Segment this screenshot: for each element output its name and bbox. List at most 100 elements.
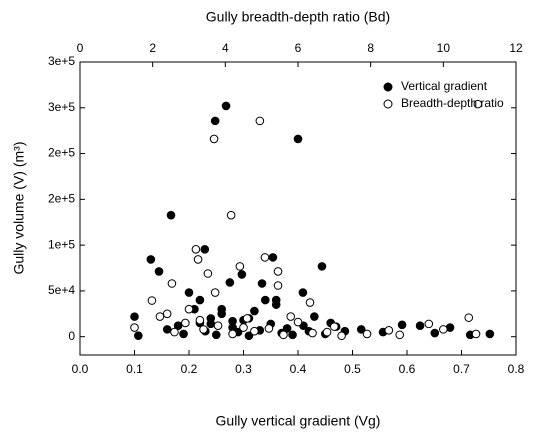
x2-tick-label: 12: [509, 41, 523, 55]
legend-marker: [383, 82, 393, 92]
point: [221, 101, 231, 111]
point: [228, 316, 237, 326]
point: [439, 325, 448, 334]
point: [330, 322, 339, 331]
point: [424, 319, 434, 329]
point: [257, 279, 267, 288]
x-tick-label: 0.2: [181, 362, 198, 376]
top-axis-title: Gully breadth-depth ratio (Bd): [206, 9, 390, 25]
point: [384, 325, 394, 335]
y-tick-label: 1e+5: [48, 237, 75, 251]
x-tick-label: 0.4: [290, 362, 307, 376]
point: [261, 295, 270, 305]
point: [244, 331, 254, 341]
point: [268, 253, 278, 262]
point: [193, 255, 203, 264]
point: [181, 318, 190, 328]
point: [305, 298, 315, 307]
point: [211, 330, 221, 340]
point: [146, 255, 156, 264]
x-tick-label: 0.0: [72, 362, 89, 376]
point: [166, 210, 176, 220]
point: [395, 330, 405, 340]
x-tick-label: 0.5: [344, 362, 361, 376]
point: [322, 327, 332, 337]
point: [184, 288, 194, 297]
point: [228, 329, 237, 339]
point: [362, 329, 372, 339]
point: [195, 295, 205, 305]
point: [209, 134, 219, 144]
x-axis-title: Gully vertical gradient (Vg): [216, 413, 381, 429]
legend-label: Breadth-depth ratio: [401, 96, 504, 110]
point: [415, 321, 425, 331]
point: [179, 329, 188, 339]
point: [485, 329, 495, 339]
y-tick-label: 5e+4: [48, 283, 75, 297]
point: [273, 267, 283, 276]
x-tick-label: 0.7: [453, 362, 470, 376]
x2-tick-label: 4: [222, 41, 229, 55]
point: [210, 288, 220, 297]
y-axis-title: Gully volume (V) (m³): [11, 141, 27, 274]
point: [155, 312, 165, 321]
point: [199, 325, 208, 334]
point: [206, 319, 216, 329]
x2-tick-label: 2: [149, 41, 156, 55]
point: [134, 331, 143, 340]
point: [298, 288, 308, 297]
x2-tick-label: 10: [437, 41, 451, 55]
x2-tick-label: 6: [295, 41, 302, 55]
point: [213, 321, 223, 331]
y-tick-label: 3e+5: [48, 54, 75, 68]
point: [464, 313, 474, 322]
x2-tick-label: 0: [77, 41, 84, 55]
point: [242, 314, 252, 323]
point: [473, 99, 483, 109]
point: [430, 328, 440, 338]
legend-label: Vertical gradient: [401, 79, 488, 93]
point: [200, 245, 210, 254]
point: [203, 269, 213, 278]
point: [130, 323, 139, 332]
point: [260, 253, 270, 262]
point: [226, 210, 236, 220]
point: [288, 330, 297, 340]
point: [191, 245, 201, 254]
point: [147, 296, 157, 305]
point: [162, 309, 172, 319]
y-tick-label: 3e+5: [48, 100, 75, 114]
point: [255, 116, 265, 126]
x2-tick-label: 8: [367, 41, 374, 55]
point: [310, 312, 319, 321]
point: [273, 281, 283, 290]
point: [170, 327, 179, 337]
point: [237, 270, 247, 279]
point: [271, 300, 281, 309]
point: [264, 324, 274, 333]
x-tick-label: 0.8: [508, 362, 525, 376]
point: [195, 315, 205, 325]
y-tick-label: 0: [68, 329, 75, 343]
point: [235, 262, 245, 271]
point: [282, 324, 292, 333]
point: [225, 278, 235, 287]
point: [250, 326, 259, 336]
point: [471, 329, 481, 339]
legend-marker: [383, 99, 393, 109]
point: [130, 312, 139, 321]
point: [293, 134, 303, 144]
x-tick-label: 0.6: [399, 362, 416, 376]
y-tick-label: 2e+5: [48, 192, 75, 206]
point: [250, 306, 259, 316]
point: [217, 304, 226, 314]
point: [173, 321, 183, 331]
x-tick-label: 0.1: [126, 362, 143, 376]
point: [154, 267, 164, 276]
point: [286, 312, 296, 321]
point: [162, 325, 172, 334]
point: [293, 317, 303, 327]
point: [356, 325, 366, 334]
point: [397, 320, 407, 330]
point: [239, 323, 248, 332]
